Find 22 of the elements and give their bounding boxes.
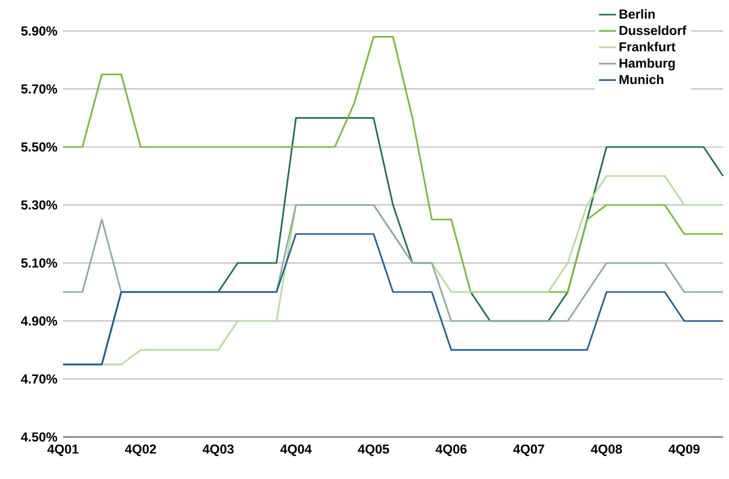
x-tick-label: 4Q05	[358, 444, 390, 456]
x-tick-label: 4Q09	[668, 444, 700, 456]
x-tick-label: 4Q01	[47, 444, 78, 456]
y-tick-label: 4.50%	[20, 432, 58, 442]
y-tick-label: 5.70%	[21, 84, 58, 94]
y-tick-label: 4.90%	[20, 316, 58, 326]
y-tick-label: 5.30%	[21, 200, 58, 210]
legend-label: Munich	[620, 74, 664, 84]
legend-label: Berlin	[620, 9, 655, 19]
x-tick-label: 4Q04	[280, 444, 312, 456]
y-tick-label: 4.70%	[20, 374, 58, 384]
x-tick-label: 4Q06	[436, 444, 467, 456]
x-tick-label: 4Q03	[202, 444, 234, 456]
y-tick-label: 5.50%	[21, 142, 58, 152]
x-tick-label: 4Q08	[590, 444, 622, 456]
y-tick-label: 5.90%	[21, 26, 58, 36]
y-tick-label: 5.10%	[21, 258, 58, 268]
legend-label: Hamburg	[620, 58, 675, 70]
x-tick-label: 4Q02	[125, 444, 156, 456]
legend-label: Frankfurt	[620, 42, 676, 52]
legend-label: Dusseldorf	[620, 26, 686, 36]
x-tick-label: 4Q07	[513, 444, 544, 456]
